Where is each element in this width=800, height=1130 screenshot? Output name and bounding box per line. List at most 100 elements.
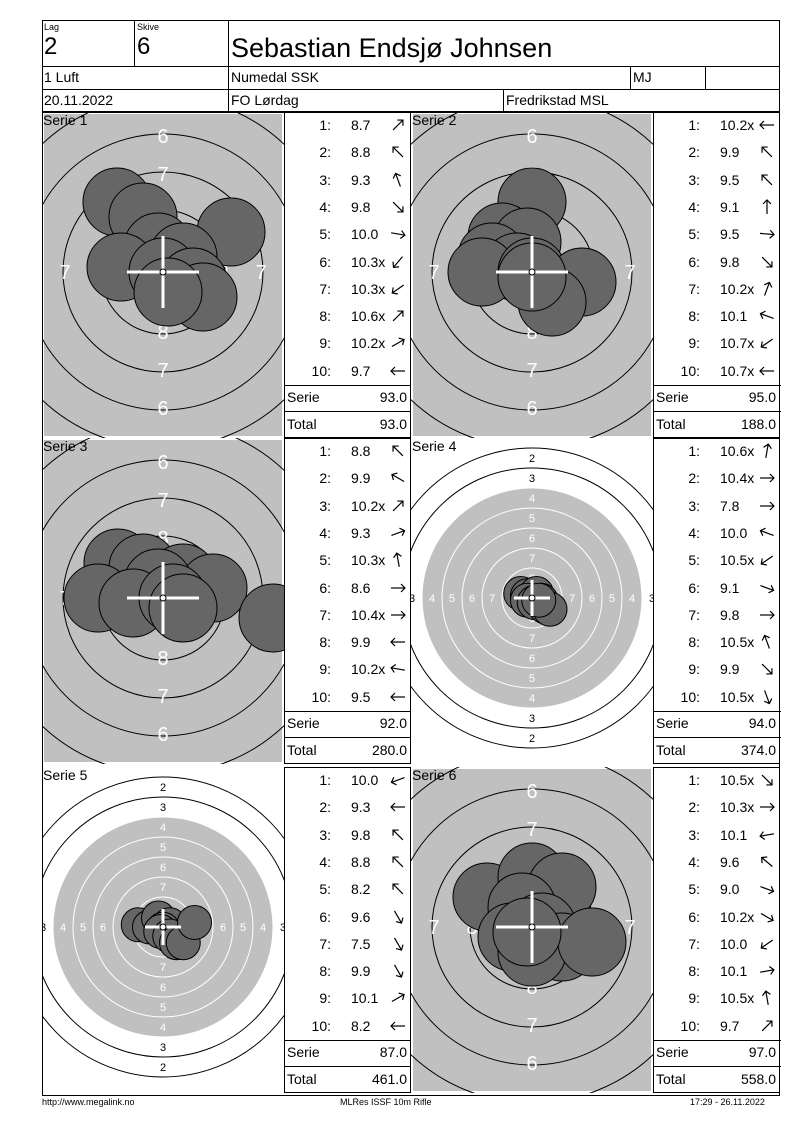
shot-number: 7:: [688, 280, 700, 297]
ring-number: 7: [157, 490, 168, 512]
direction-arrow-icon: [390, 1021, 405, 1031]
shot-row: 4: 10.0: [654, 521, 780, 548]
footer-url[interactable]: http://www.megalink.no: [42, 1097, 135, 1107]
shot-number: 8:: [319, 963, 331, 980]
serie-label: Serie: [287, 1044, 320, 1060]
shot-number: 2:: [688, 799, 700, 816]
direction-arrow-icon: [759, 830, 774, 840]
shot-row: 6: 9.1: [654, 576, 780, 603]
direction-arrow-icon: [393, 910, 404, 924]
running-total: 461.0: [371, 1071, 407, 1087]
shot-row: 10: 9.5: [285, 685, 411, 712]
direction-arrow-icon: [392, 201, 404, 213]
shot-score: 10.2x: [351, 335, 386, 352]
shot-score: 9.5: [351, 688, 371, 705]
class-name: 1 Luft: [44, 69, 80, 85]
shot-row: 2: 10.3x: [654, 795, 780, 822]
shot-number: 1:: [319, 772, 331, 788]
shot-row: 9: 10.2x: [285, 657, 411, 684]
scoring-ring: [421, 487, 643, 709]
shot-number: 2:: [688, 144, 700, 161]
ring-number: 6: [157, 452, 168, 474]
direction-arrow-icon: [391, 610, 406, 620]
target-graphic: 666677778888: [411, 767, 653, 1093]
ring-number: 3: [160, 1042, 166, 1054]
ring-number: 5: [80, 922, 86, 934]
ring-number: 7: [428, 262, 439, 284]
scoring-ring: [461, 527, 603, 669]
shot-hole: [492, 897, 562, 967]
series-label: Serie 6: [412, 767, 457, 783]
ring-number: 3: [280, 922, 284, 934]
target-graphic: 2222333344445555666677778888: [42, 776, 284, 1078]
shot-score: 9.8: [351, 826, 371, 843]
shot-number: 7:: [688, 935, 700, 952]
scoring-ring: [62, 171, 264, 373]
target-graphic: 2222333344445555666677778888: [411, 447, 653, 749]
ring-number: 6: [157, 724, 168, 746]
ring-number: 7: [526, 819, 537, 841]
shot-score: 10.5x: [720, 688, 755, 705]
target-panel: Serie 3666677778888: [42, 438, 284, 764]
ring-number: 6: [529, 533, 535, 545]
shot-row: 3: 10.2x: [285, 494, 411, 521]
scoring-ring: [42, 776, 284, 1078]
shot-row: 2: 9.9: [654, 140, 780, 167]
shot-number: 6:: [319, 253, 331, 270]
shot-number: 4:: [688, 853, 700, 870]
shot-score: 10.2x: [720, 280, 755, 297]
shot-score: 10.1: [720, 308, 748, 325]
running-total: 374.0: [740, 742, 776, 758]
ring-number: 3: [411, 593, 415, 605]
shot-number: 6:: [688, 579, 700, 596]
shot-row: 6: 10.3x: [285, 250, 411, 277]
shot-score: 10.2x: [720, 908, 755, 925]
ring-number: 8: [526, 322, 537, 344]
shot-row: 5: 10.3x: [285, 548, 411, 575]
shot-number: 7:: [319, 606, 331, 623]
shot-score: 9.8: [351, 198, 371, 215]
shot-number: 7:: [319, 935, 331, 952]
shot-number: 10:: [680, 1017, 700, 1034]
ring-number: 2: [160, 782, 166, 794]
ring-number: 6: [526, 781, 537, 803]
shot-number: 8:: [688, 963, 700, 980]
ring-number: 7: [157, 360, 168, 382]
direction-arrow-icon: [393, 552, 402, 568]
shot-score: 9.7: [720, 1017, 740, 1034]
ring-number: 5: [609, 593, 615, 605]
shot-score: 8.8: [351, 144, 371, 161]
shot-score: 10.0: [351, 226, 379, 243]
footer-timestamp: 17:29 - 26.11.2022: [690, 1097, 765, 1107]
direction-arrow-icon: [391, 527, 406, 536]
score-list: 1: 8.7 2: 8.8 3: 9.3 4: 9.8 5: 10.0 6: 10.3x 7: 10.3x…: [284, 112, 412, 438]
direction-arrow-icon: [761, 146, 773, 158]
shot-row: 10: 10.7x: [654, 359, 780, 386]
ring-number: 4: [260, 922, 266, 934]
scoring-ring: [411, 788, 653, 1066]
shot-score: 10.2x: [351, 661, 386, 678]
shot-number: 1:: [688, 117, 700, 133]
shot-number: 10:: [680, 362, 700, 379]
shot-row: 4: 9.8: [285, 195, 411, 222]
target-panel: Serie 2666677778888: [411, 112, 653, 438]
scoring-ring: [411, 133, 653, 411]
ring-number: 3: [42, 922, 46, 934]
shot-number: 8:: [688, 308, 700, 325]
shot-row: 1: 8.8: [285, 439, 411, 466]
direction-arrow-icon: [760, 610, 775, 620]
shot-score: 10.7x: [720, 335, 755, 352]
series-label: Serie 2: [412, 112, 457, 128]
shot-number: 10:: [311, 688, 331, 705]
shot-number: 3:: [688, 826, 700, 843]
total-label: Total: [656, 742, 686, 758]
target-graphic: 666677778888: [42, 438, 284, 764]
ring-number: 5: [160, 842, 166, 854]
shot-row: 9: 10.7x: [654, 331, 780, 358]
ring-number: 7: [529, 633, 535, 645]
ring-number: 3: [529, 473, 535, 485]
direction-arrow-icon: [390, 777, 405, 786]
shot-score: 8.7: [351, 117, 371, 133]
shot-number: 8:: [319, 308, 331, 325]
shot-score: 10.3x: [351, 552, 386, 569]
